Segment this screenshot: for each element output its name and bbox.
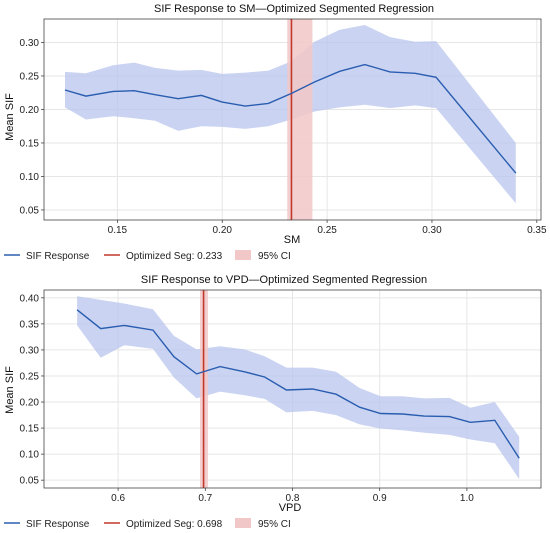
vpd-chart-ylabel: Mean SIF (4, 366, 16, 414)
vpd-chart-x-ticks: 0.6 0.7 0.8 0.9 1.0 (111, 488, 474, 504)
vpd-y-tick-label: 0.10 (20, 450, 40, 461)
sm-x-tick-label: 0.15 (108, 225, 128, 236)
sm-x-tick-label: 0.20 (213, 225, 233, 236)
sm-legend-seg-label: Optimized Seg: 0.233 (126, 251, 223, 262)
vpd-x-tick-label: 0.7 (198, 493, 212, 504)
sm-sif-response-line (64, 63, 517, 174)
vpd-y-tick-label: 0.25 (20, 371, 40, 382)
vpd-chart-xlabel: VPD (279, 502, 302, 514)
vpd-x-tick-label: 0.6 (111, 493, 125, 504)
vpd-y-tick-label: 0.15 (20, 424, 40, 435)
sm-legend-ci-label: 95% CI (258, 251, 291, 262)
vpd-legend-ci-swatch (235, 518, 251, 528)
sm-y-tick-label: 0.05 (20, 205, 40, 216)
sm-chart: SIF Response to SM—Optimized Segmented R… (4, 3, 547, 262)
vpd-y-tick-label: 0.05 (20, 476, 40, 487)
sm-x-tick-label: 0.30 (422, 225, 442, 236)
vpd-y-tick-label: 0.20 (20, 398, 40, 409)
vpd-y-tick-label: 0.40 (20, 293, 40, 304)
vpd-y-tick-label: 0.30 (20, 345, 40, 356)
sm-x-tick-label: 0.35 (527, 225, 547, 236)
sm-y-tick-label: 0.20 (20, 105, 40, 116)
sm-chart-x-ticks: 0.15 0.20 0.25 0.30 0.35 (108, 220, 547, 236)
vpd-x-tick-label: 0.9 (373, 493, 387, 504)
sm-y-tick-label: 0.10 (20, 172, 40, 183)
sm-chart-frame (43, 18, 542, 221)
vpd-legend-ci-label: 95% CI (258, 519, 291, 530)
vpd-chart: SIF Response to VPD—Optimized Segmented … (4, 274, 542, 530)
sm-legend-line-label: SIF Response (26, 251, 90, 262)
vpd-x-tick-label: 1.0 (460, 493, 474, 504)
vpd-sif-response-line (76, 309, 520, 459)
vpd-chart-legend: SIF Response Optimized Seg: 0.698 95% CI (4, 518, 291, 530)
vpd-x-tick-label: 0.8 (286, 493, 300, 504)
vpd-legend-seg-label: Optimized Seg: 0.698 (126, 519, 223, 530)
sm-chart-ylabel: Mean SIF (4, 93, 16, 141)
sm-legend-ci-swatch (235, 250, 251, 260)
vpd-chart-y-ticks: 0.05 0.10 0.15 0.20 0.25 0.30 0.35 0.40 (20, 293, 44, 487)
sm-chart-xlabel: SM (284, 234, 301, 246)
vpd-chart-title: SIF Response to VPD—Optimized Segmented … (141, 274, 427, 286)
vpd-y-tick-label: 0.35 (20, 319, 40, 330)
sm-y-tick-label: 0.25 (20, 71, 40, 82)
sm-chart-y-ticks: 0.05 0.10 0.15 0.20 0.25 0.30 (20, 38, 44, 216)
sm-chart-legend: SIF Response Optimized Seg: 0.233 95% CI (4, 250, 291, 262)
sm-chart-plot-area (64, 19, 517, 220)
vpd-chart-plot-area (76, 290, 520, 488)
vpd-legend-line-label: SIF Response (26, 519, 90, 530)
sm-x-tick-label: 0.25 (317, 225, 337, 236)
vpd-confidence-band (77, 296, 520, 480)
sm-y-tick-label: 0.30 (20, 38, 40, 49)
sm-chart-title: SIF Response to SM—Optimized Segmented R… (154, 3, 434, 15)
sm-y-tick-label: 0.15 (20, 138, 40, 149)
